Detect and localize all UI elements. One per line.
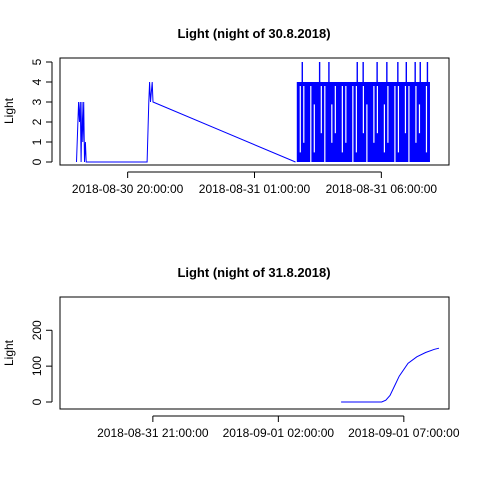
x-tick-label-1-1: 2018-08-31 01:00:00 bbox=[199, 182, 311, 196]
y-tick-label-1-4: 4 bbox=[30, 78, 44, 85]
x-tick-label-2-1: 2018-09-01 02:00:00 bbox=[223, 426, 335, 440]
axes-2: 0 100 200 2018-08-31 21:00:00 2018-09-01 02:… bbox=[30, 320, 460, 440]
y-tick-label-1-0: 0 bbox=[30, 158, 44, 165]
chart-1-title: Light (night of 30.8.2018) bbox=[177, 26, 330, 41]
plot-area-1 bbox=[76, 62, 430, 163]
x-tick-label-1-0: 2018-08-30 20:00:00 bbox=[72, 182, 184, 196]
plot-area-2 bbox=[341, 347, 440, 403]
axes-1: 0 1 2 3 4 5 2018-08-30 20:00:00 2018-08-31 01:0… bbox=[30, 58, 437, 196]
y-tick-label-1-1: 1 bbox=[30, 138, 44, 145]
x-tick-label-2-2: 2018-09-01 07:00:00 bbox=[348, 426, 460, 440]
y-tick-label-1-3: 3 bbox=[30, 98, 44, 105]
x-tick-label-1-2: 2018-08-31 06:00:00 bbox=[326, 182, 438, 196]
y-tick-label-1-5: 5 bbox=[30, 58, 44, 65]
y-tick-label-2-2: 200 bbox=[30, 320, 44, 340]
x-tick-label-2-0: 2018-08-31 21:00:00 bbox=[97, 426, 209, 440]
plot-1-frame bbox=[59, 57, 450, 166]
y-tick-label-1-2: 2 bbox=[30, 118, 44, 125]
chart-panel-1: Light (night of 30.8.2018) 0 1 2 3 4 5 2018-08… bbox=[2, 26, 450, 196]
series-line-2-1 bbox=[341, 347, 440, 403]
y-tick-label-2-1: 100 bbox=[30, 356, 44, 376]
y-tick-label-2-0: 0 bbox=[30, 398, 44, 405]
chart-panel-2: Light (night of 31.8.2018) 0 100 200 2018-0… bbox=[2, 265, 460, 440]
plot-2-frame bbox=[59, 296, 450, 410]
chart-2-ylabel: Light bbox=[2, 339, 16, 366]
chart-1-ylabel: Light bbox=[2, 97, 16, 124]
series-line-1-1 bbox=[76, 81, 296, 163]
chart-2-title: Light (night of 31.8.2018) bbox=[177, 265, 330, 280]
